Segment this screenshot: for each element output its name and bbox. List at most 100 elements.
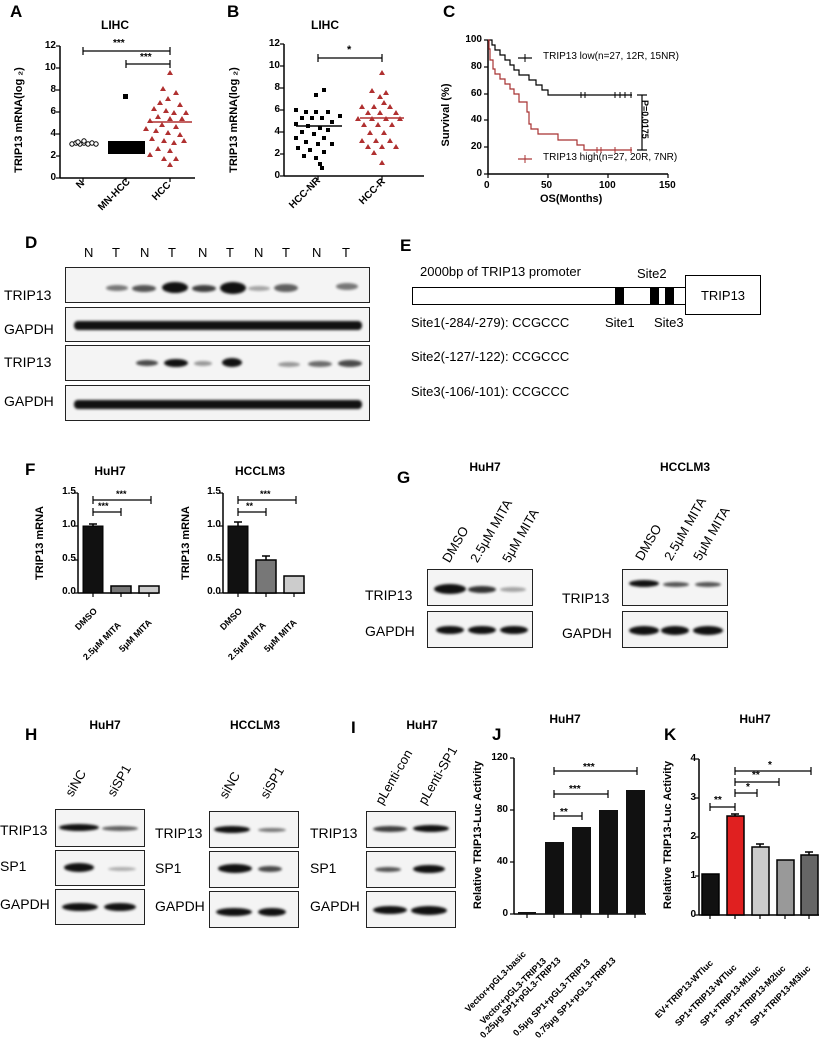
panel-i-row-label: TRIP13 bbox=[310, 825, 358, 841]
panel-h-huh7-row-label: GAPDH bbox=[0, 896, 50, 912]
ytick: 4 bbox=[50, 128, 56, 139]
promoter-bar bbox=[412, 287, 686, 305]
site1-desc: Site1(-284/-279): CCGCCC bbox=[411, 315, 570, 330]
panel-g-huh7-row-label: GAPDH bbox=[365, 623, 415, 639]
ytick: 1 bbox=[690, 870, 696, 881]
panel-h-huh7-blot-sp1 bbox=[55, 850, 145, 886]
panel-c-legend-low: TRIP13 low(n=27, 12R, 15NR) bbox=[543, 51, 679, 62]
ytick: 0 bbox=[502, 908, 508, 919]
panel-g-huh7-blot-trip13 bbox=[427, 569, 533, 606]
panel-b-chart bbox=[280, 43, 424, 180]
ytick: 6 bbox=[274, 104, 280, 115]
panel-f-hcclm3-xcat: DMSO bbox=[217, 605, 245, 632]
panel-h-hcclm3-row-label: GAPDH bbox=[155, 898, 205, 914]
panel-k-sig-2: * bbox=[746, 782, 750, 793]
ytick: 1.0 bbox=[62, 519, 76, 530]
panel-c-xtick-50: 50 bbox=[541, 180, 553, 191]
panel-g-hcclm3-lane: DMSO bbox=[632, 521, 665, 563]
panel-h-hcclm3-lane: siSP1 bbox=[257, 764, 287, 801]
panel-f-hcclm3-sig-1: ** bbox=[246, 501, 254, 511]
ytick: 1.0 bbox=[207, 519, 221, 530]
panel-label-i: I bbox=[351, 718, 356, 737]
panel-b-title: LIHC bbox=[311, 18, 339, 32]
ytick: 1.5 bbox=[62, 486, 76, 497]
panel-label-b: B bbox=[227, 2, 240, 21]
site3-box bbox=[665, 288, 674, 304]
panel-h-huh7-row-label: SP1 bbox=[0, 858, 27, 874]
panel-label-e: E bbox=[400, 236, 412, 255]
panel-f-huh7-title: HuH7 bbox=[94, 464, 126, 478]
lane-label: N bbox=[198, 245, 208, 260]
panel-h-hcclm3-title: HCCLM3 bbox=[230, 718, 280, 732]
promoter-label: 2000bp of TRIP13 promoter bbox=[420, 264, 581, 279]
lane-label: N bbox=[84, 245, 94, 260]
panel-label-a: A bbox=[10, 2, 23, 21]
ytick: 10 bbox=[44, 62, 56, 73]
ytick: 4 bbox=[274, 126, 280, 137]
panel-i-blot-trip13 bbox=[366, 811, 456, 848]
panel-c-xlabel: OS(Months) bbox=[540, 193, 603, 205]
panel-f-huh7-ylabel: TRIP13 mRNA bbox=[34, 506, 46, 580]
panel-h-hcclm3-row-label: SP1 bbox=[155, 860, 182, 876]
panel-j-chart bbox=[510, 757, 646, 918]
panel-label-d: D bbox=[25, 233, 38, 252]
panel-k-sig-1: ** bbox=[714, 795, 722, 806]
panel-label-f: F bbox=[25, 460, 36, 479]
panel-b-sig: * bbox=[347, 44, 352, 56]
panel-g-huh7-title: HuH7 bbox=[469, 460, 501, 474]
lane-label: T bbox=[342, 245, 350, 260]
panel-label-k: K bbox=[664, 725, 677, 744]
panel-k-sig-4: * bbox=[768, 760, 772, 771]
panel-h-hcclm3-lane: siNC bbox=[216, 769, 244, 801]
panel-f-hcclm3-xcat: 5μM MITA bbox=[261, 617, 299, 654]
panel-d-row-label: GAPDH bbox=[4, 321, 54, 337]
ytick: 60 bbox=[470, 88, 482, 99]
panel-g-huh7-lane: DMSO bbox=[439, 523, 472, 565]
ytick: 0.0 bbox=[62, 586, 76, 597]
panel-c-xtick-150: 150 bbox=[659, 180, 676, 191]
site2-desc: Site2(-127/-122): CCGCCC bbox=[411, 349, 570, 364]
ytick: 12 bbox=[268, 38, 280, 49]
panel-label-h: H bbox=[25, 725, 38, 744]
panel-f-hcclm3-title: HCCLM3 bbox=[235, 464, 285, 478]
panel-g-hcclm3-title: HCCLM3 bbox=[660, 460, 710, 474]
panel-c-xtick-100: 100 bbox=[599, 180, 616, 191]
panel-i-title: HuH7 bbox=[406, 718, 438, 732]
panel-k-title: HuH7 bbox=[739, 712, 771, 726]
lane-label: T bbox=[168, 245, 176, 260]
site2-label: Site2 bbox=[637, 266, 667, 281]
panel-f-hcclm3-ylabel: TRIP13 mRNA bbox=[180, 506, 192, 580]
panel-d-row-label: GAPDH bbox=[4, 393, 54, 409]
panel-f-hcclm3-chart bbox=[219, 492, 305, 597]
ytick: 8 bbox=[274, 82, 280, 93]
panel-f-hcclm3-sig-2: *** bbox=[260, 489, 271, 499]
panel-h-huh7-title: HuH7 bbox=[89, 718, 121, 732]
lane-label: T bbox=[112, 245, 120, 260]
panel-h-huh7-lane: siSP1 bbox=[104, 762, 134, 799]
panel-g-huh7-blot-gapdh bbox=[427, 611, 533, 648]
lane-label: T bbox=[282, 245, 290, 260]
panel-a-sig-1: *** bbox=[113, 38, 125, 49]
panel-c-chart bbox=[484, 39, 669, 178]
ytick: 0 bbox=[274, 170, 280, 181]
panel-f-huh7-sig-1: *** bbox=[98, 501, 109, 511]
panel-d-row-label: TRIP13 bbox=[4, 287, 52, 303]
panel-h-hcclm3-blot-gapdh bbox=[209, 891, 299, 928]
panel-j-ylabel: Relative TRIP13-Luc Activity bbox=[472, 760, 484, 910]
ytick: 6 bbox=[50, 106, 56, 117]
panel-f-hcclm3-xcat: 2.5μM MITA bbox=[225, 620, 268, 662]
trip13-gene-box: TRIP13 bbox=[685, 275, 761, 315]
ytick: 3 bbox=[690, 792, 696, 803]
ytick: 0.5 bbox=[207, 553, 221, 564]
panel-h-huh7-blot-trip13 bbox=[55, 809, 145, 847]
ytick: 0 bbox=[476, 168, 482, 179]
panel-g-huh7-row-label: TRIP13 bbox=[365, 587, 413, 603]
panel-d-row-label: TRIP13 bbox=[4, 354, 52, 370]
lane-label: N bbox=[312, 245, 322, 260]
ytick: 12 bbox=[44, 40, 56, 51]
panel-f-huh7-xcat: DMSO bbox=[72, 605, 100, 632]
ytick: 4 bbox=[690, 753, 696, 764]
panel-i-lane: pLenti-con bbox=[372, 746, 416, 807]
panel-k-sig-3: ** bbox=[752, 770, 760, 781]
panel-c-pvalue: P=0.0175 bbox=[640, 100, 650, 139]
